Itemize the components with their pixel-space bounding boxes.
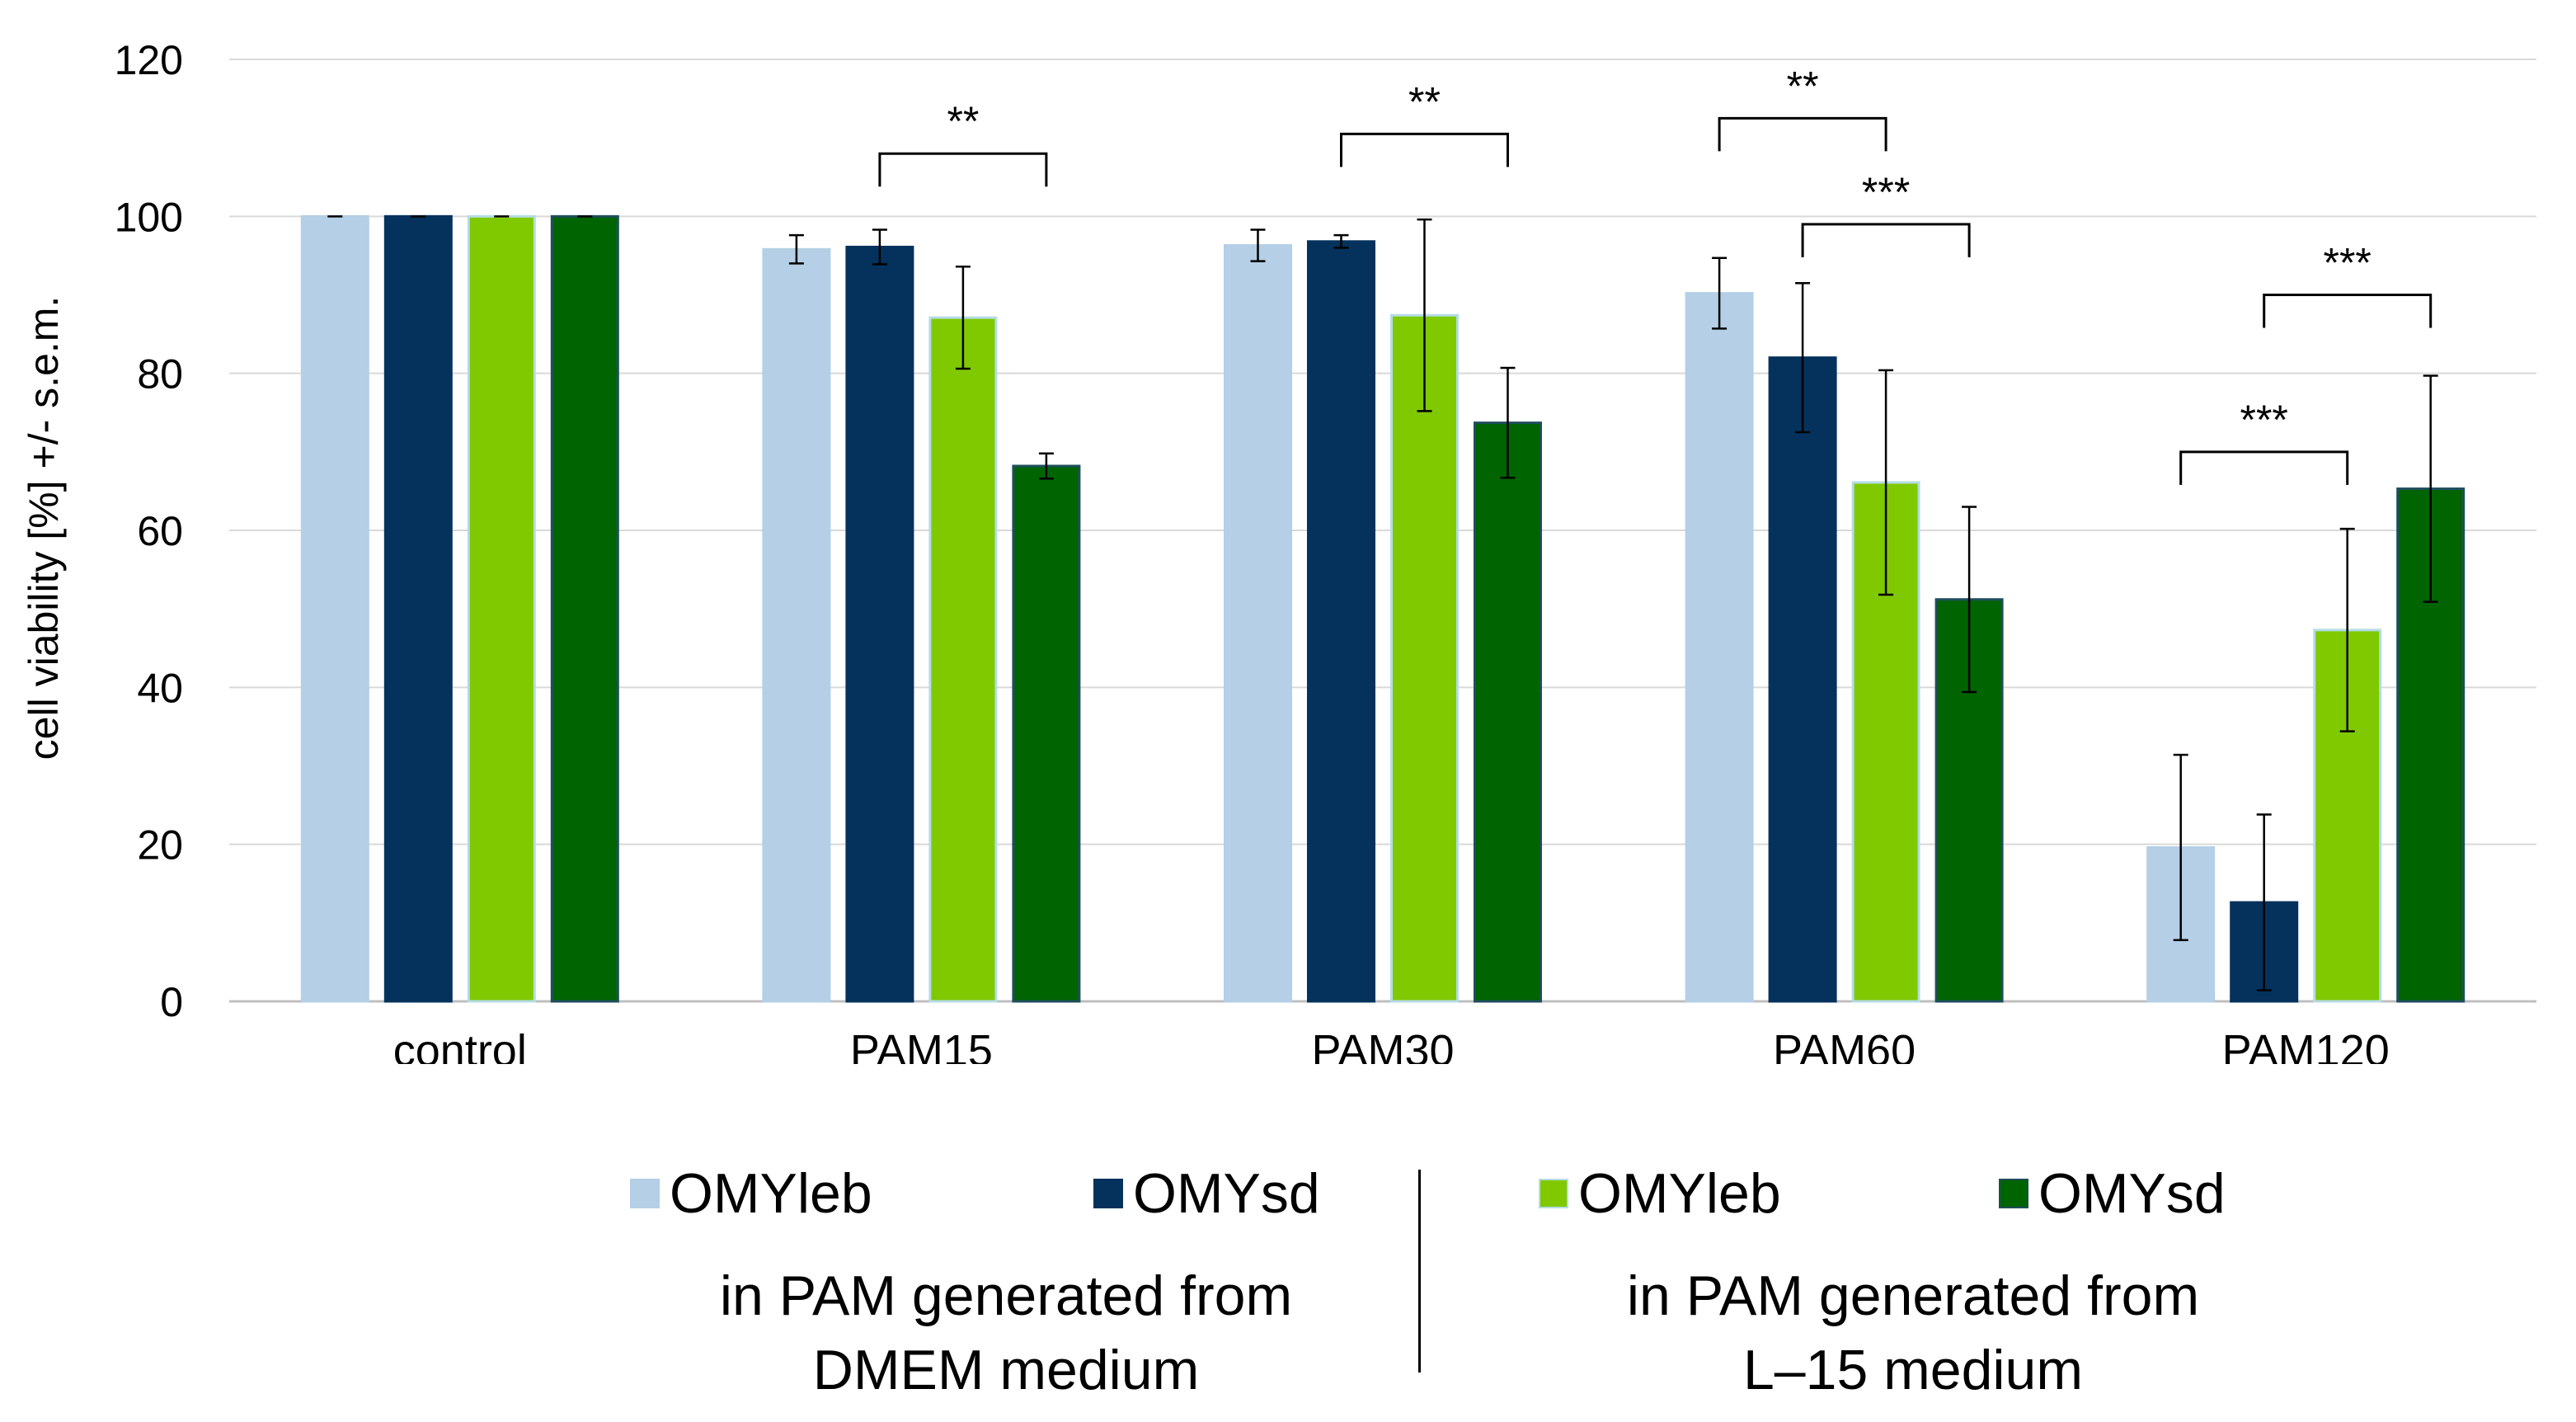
legend-item-dmem-omysd: OMYsd: [1093, 1161, 1320, 1226]
legend-label: OMYsd: [2038, 1162, 2226, 1225]
significance-label: **: [1787, 63, 1819, 109]
x-tick-label: PAM15: [850, 1026, 993, 1064]
y-axis-ticks: 0 20 40 60 80 100 120: [115, 37, 183, 1025]
significance-brackets: ** ** ***********: [878, 63, 2433, 485]
legend-caption-dmem: in PAM generated from DMEM medium: [651, 1259, 1361, 1407]
bar: [1390, 313, 1459, 1003]
legend-caption-l15: in PAM generated from L–15 medium: [1550, 1259, 2276, 1407]
bar: [1307, 240, 1375, 1003]
bar: [550, 214, 619, 1003]
caption-line: in PAM generated from: [1626, 1264, 2200, 1327]
legend-item-dmem-omyleb: OMYleb: [630, 1161, 872, 1226]
bar: [1224, 244, 1292, 1003]
bar: [762, 247, 831, 1003]
significance-label: **: [1408, 78, 1441, 125]
y-tick-label: 100: [115, 194, 183, 240]
significance-bracket: [1801, 223, 1971, 257]
significance-label: ***: [2240, 397, 2288, 443]
y-tick-label: 20: [137, 822, 183, 869]
legend-label: OMYleb: [670, 1162, 872, 1225]
significance-bracket: [2179, 450, 2349, 485]
legend-item-l15-omysd: OMYsd: [1999, 1161, 2226, 1226]
significance-bracket: [878, 152, 1048, 187]
bar: [1685, 292, 1754, 1003]
caption-line: DMEM medium: [812, 1339, 1200, 1401]
bars: [300, 214, 2466, 1003]
significance-label: ***: [1862, 169, 1910, 215]
caption-line: in PAM generated from: [719, 1264, 1293, 1327]
legend-item-l15-omyleb: OMYleb: [1539, 1161, 1781, 1226]
significance-bracket: [1340, 132, 1509, 167]
x-tick-label: control: [393, 1026, 527, 1064]
bar: [300, 214, 369, 1003]
bar: [928, 316, 998, 1003]
caption-line: L–15 medium: [1742, 1339, 2084, 1401]
bar: [383, 214, 453, 1003]
significance-label: **: [947, 98, 979, 144]
legend-label: OMYsd: [1133, 1162, 1320, 1225]
y-tick-label: 80: [137, 351, 183, 398]
significance-bracket: [2263, 294, 2433, 328]
bar: [467, 214, 536, 1003]
legend-swatch: [630, 1179, 660, 1208]
x-tick-label: PAM120: [2222, 1026, 2390, 1064]
y-tick-label: 120: [115, 37, 183, 83]
bar: [1474, 421, 1542, 1003]
error-bars: [327, 215, 2438, 991]
x-tick-label: PAM60: [1773, 1026, 1916, 1064]
legend-label: OMYleb: [1578, 1162, 1781, 1225]
bar: [1012, 464, 1081, 1003]
y-tick-label: 0: [160, 979, 183, 1025]
bar: [845, 245, 914, 1003]
legend-divider: [1418, 1170, 1421, 1373]
x-axis-ticks: control PAM15 PAM30 PAM60 PAM120: [393, 1026, 2390, 1064]
legend-swatch: [1093, 1179, 1123, 1208]
legend-swatch: [1999, 1179, 2028, 1208]
x-tick-label: PAM30: [1311, 1026, 1454, 1064]
y-tick-label: 40: [137, 665, 183, 711]
y-tick-label: 60: [137, 508, 183, 554]
significance-label: ***: [2324, 240, 2372, 286]
bar: [1768, 356, 1837, 1003]
legend-swatch: [1539, 1179, 1568, 1208]
significance-bracket: [1718, 116, 1887, 152]
y-axis-label: cell viability [%] +/- s.e.m.: [21, 296, 67, 760]
